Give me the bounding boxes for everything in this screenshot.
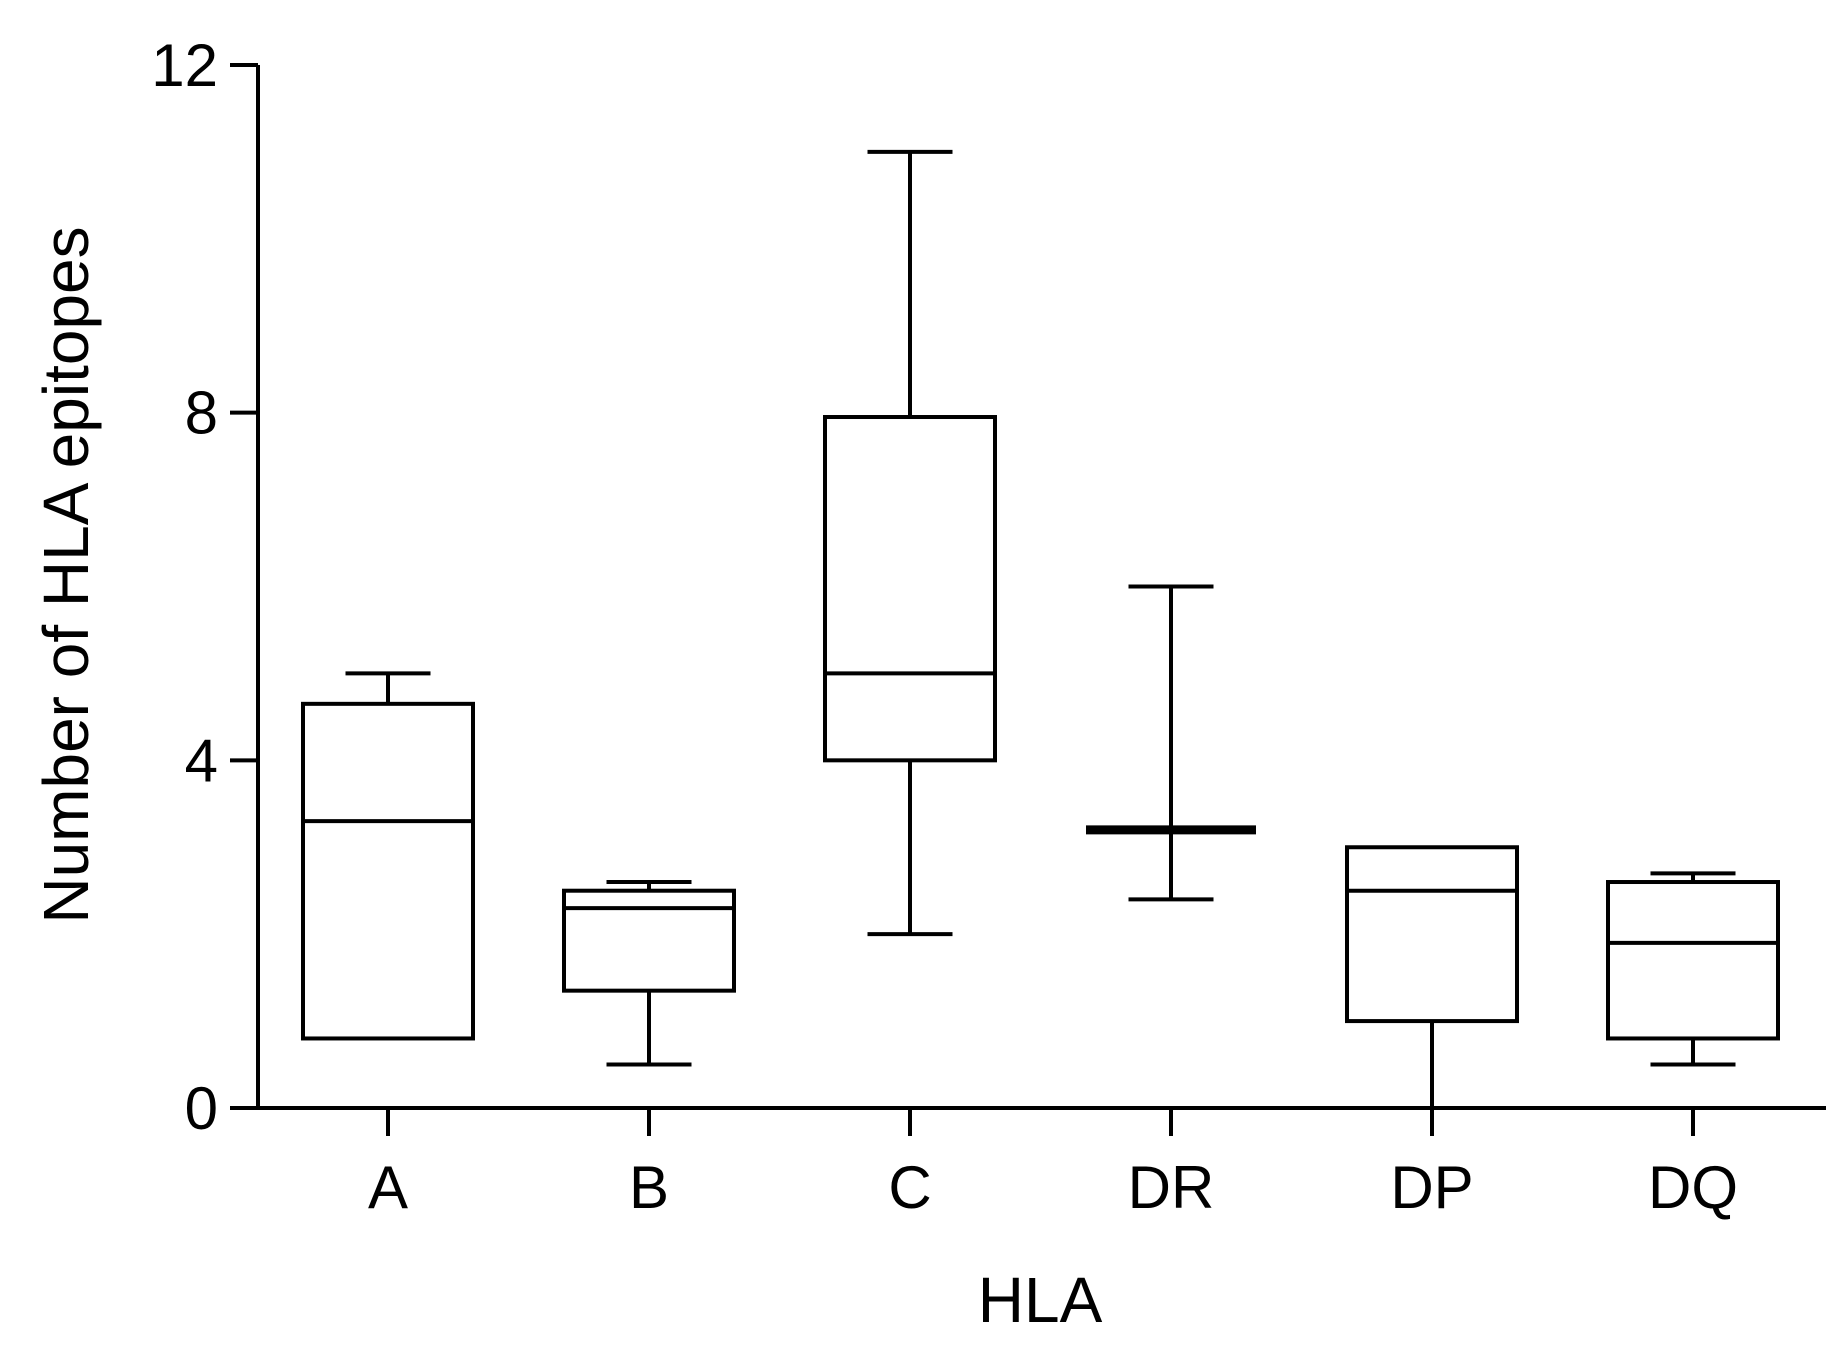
box-body bbox=[823, 415, 997, 763]
box-dq bbox=[1606, 871, 1780, 1067]
box-b bbox=[562, 880, 736, 1067]
x-tick-label: DQ bbox=[1648, 1154, 1738, 1221]
x-tick-label: DP bbox=[1390, 1154, 1473, 1221]
box-dp bbox=[1345, 845, 1519, 1108]
x-tick-label: DR bbox=[1128, 1154, 1215, 1221]
y-tick-label: 8 bbox=[185, 380, 218, 447]
x-axis-title: HLA bbox=[978, 1264, 1103, 1336]
box-dr bbox=[1086, 584, 1256, 902]
box-c bbox=[823, 149, 997, 937]
x-tick-label: C bbox=[888, 1154, 931, 1221]
y-tick-label: 0 bbox=[185, 1075, 218, 1142]
y-tick-label: 4 bbox=[185, 727, 218, 794]
box-a bbox=[301, 671, 475, 1041]
y-tick-label: 12 bbox=[151, 32, 218, 99]
box-body bbox=[562, 888, 736, 993]
x-tick-label: B bbox=[629, 1154, 669, 1221]
x-tick-label: A bbox=[368, 1154, 408, 1221]
axes: 0 4 8 12 A B C DR DP DQ bbox=[151, 32, 1826, 1221]
box-body bbox=[1606, 880, 1780, 1041]
y-axis-title: Number of HLA epitopes bbox=[30, 226, 102, 923]
box-body bbox=[301, 701, 475, 1041]
boxes bbox=[301, 149, 1780, 1108]
box-body bbox=[1345, 845, 1519, 1024]
